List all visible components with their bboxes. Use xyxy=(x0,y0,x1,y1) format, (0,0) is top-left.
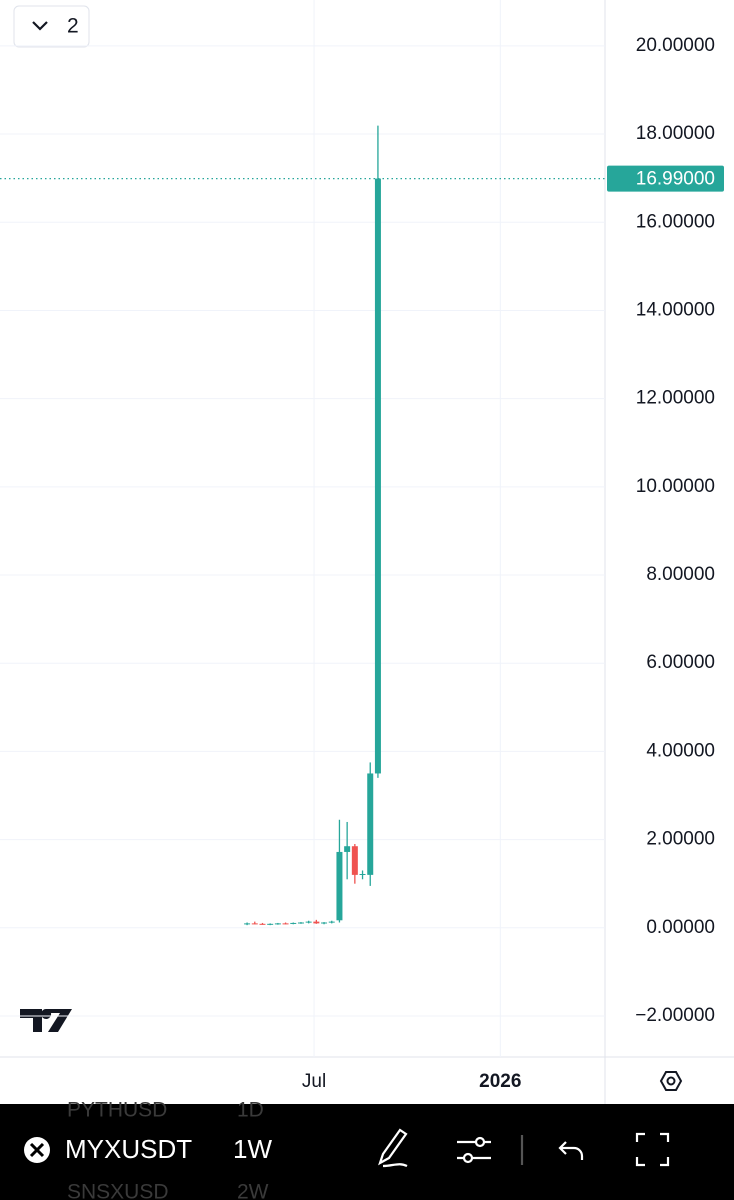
toolbar-icons xyxy=(378,1128,670,1168)
last-price-box xyxy=(607,165,724,192)
x-tick-label: 2026 xyxy=(479,1071,521,1092)
candle-body xyxy=(321,922,328,924)
symbol[interactable]: MYXUSDT xyxy=(65,1134,192,1164)
layout-badge: 2 xyxy=(67,15,79,38)
candle-body xyxy=(374,178,381,774)
y-tick-label: 6.00000 xyxy=(646,652,715,673)
settings-icon[interactable] xyxy=(659,1071,683,1091)
y-tick-label: 12.00000 xyxy=(636,388,715,409)
exchange-icon-mark xyxy=(29,1142,45,1158)
candle-body xyxy=(313,921,320,924)
layout-button-box[interactable] xyxy=(13,5,90,48)
background-symbol: SNSXUSD xyxy=(67,1181,169,1200)
chevron-icon xyxy=(32,21,48,31)
y-tick-label: 14.00000 xyxy=(636,299,715,320)
fullscreen-icon[interactable] xyxy=(635,1132,670,1167)
layout-button[interactable]: 2 xyxy=(13,5,90,48)
candle-body xyxy=(305,921,312,923)
last-price-label: 16.99000 xyxy=(636,169,715,190)
candle-body xyxy=(251,923,258,925)
y-tick-label: 4.00000 xyxy=(646,740,715,761)
candle-body xyxy=(336,851,343,921)
candle-body xyxy=(328,921,335,923)
x-tick-label: Jul xyxy=(302,1071,326,1092)
interval[interactable]: 1W xyxy=(233,1134,272,1164)
background-symbol: PYTHUSD xyxy=(67,1099,167,1122)
y-tick-label: 8.00000 xyxy=(646,564,715,585)
settings-dot xyxy=(666,1076,676,1086)
indicators-icon[interactable] xyxy=(457,1140,491,1160)
candle-body xyxy=(244,923,251,925)
y-tick-label: 20.00000 xyxy=(636,35,715,56)
background-interval: 2W xyxy=(237,1181,269,1200)
settings-hex[interactable] xyxy=(659,1071,683,1091)
y-tick-label: 0.00000 xyxy=(646,917,715,938)
candle-body xyxy=(359,873,366,875)
y-tick-label: 10.00000 xyxy=(636,476,715,497)
indicators-knob xyxy=(462,1152,474,1164)
candle-body xyxy=(344,846,351,852)
y-tick-label: −2.00000 xyxy=(635,1005,715,1026)
background-interval: 1D xyxy=(237,1099,264,1122)
candle-body xyxy=(367,773,374,875)
indicators-knob xyxy=(474,1136,486,1148)
y-tick-label: 2.00000 xyxy=(646,829,715,850)
candle-body xyxy=(297,922,304,924)
undo-icon[interactable] xyxy=(558,1141,584,1160)
tradingview-logo xyxy=(20,1009,72,1032)
y-tick-label: 16.00000 xyxy=(636,211,715,232)
y-tick-label: 18.00000 xyxy=(636,123,715,144)
candle-body xyxy=(290,922,297,924)
draw-icon[interactable] xyxy=(378,1128,408,1168)
candle-body xyxy=(282,923,289,925)
toolbar xyxy=(0,1104,734,1200)
candle-body xyxy=(274,923,281,925)
candle-body xyxy=(351,846,358,875)
candle-body xyxy=(267,923,274,925)
candle-body xyxy=(259,923,266,925)
